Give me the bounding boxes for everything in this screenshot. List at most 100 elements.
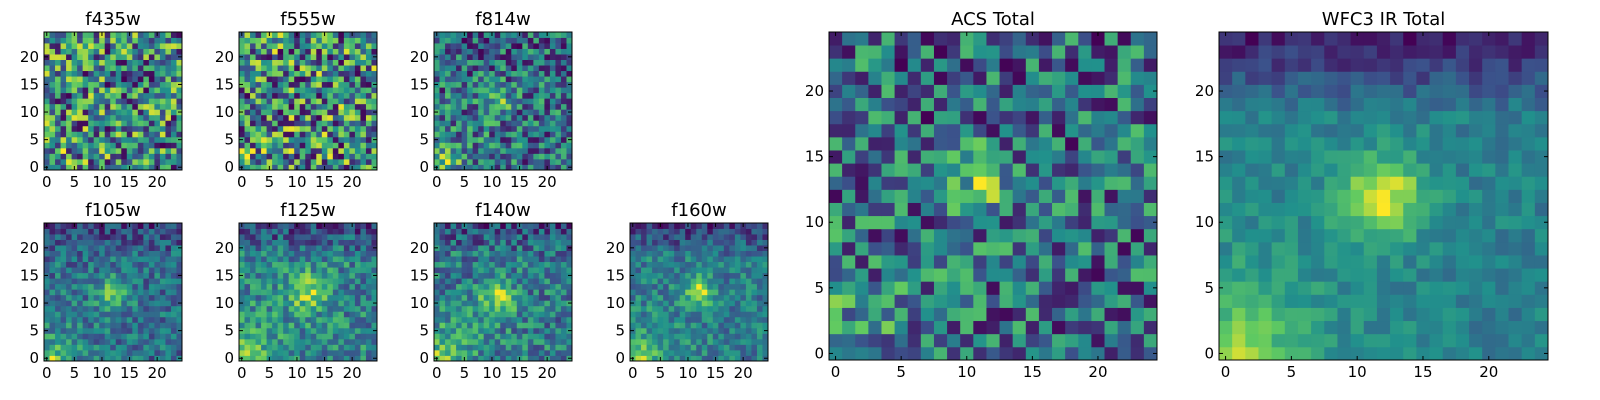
heatmap-cell: [674, 250, 681, 257]
heatmap-cell: [549, 59, 556, 66]
heatmap-cell: [261, 65, 267, 72]
heatmap-cell: [751, 327, 758, 334]
heatmap-cell: [316, 239, 323, 246]
heatmap-cell: [500, 283, 507, 290]
heatmap-cell: [115, 355, 122, 362]
heatmap-cell: [489, 120, 496, 127]
heatmap-cell: [467, 54, 474, 60]
heatmap-cell: [544, 109, 551, 116]
heatmap-cell: [321, 153, 328, 160]
heatmap-cell: [657, 261, 664, 268]
heatmap-cell: [527, 234, 534, 240]
heatmap-cell: [360, 114, 367, 121]
heatmap-cell: [560, 294, 567, 301]
f555w-title: f555w: [280, 9, 335, 30]
heatmap-cell: [143, 294, 150, 301]
heatmap-cell: [165, 32, 172, 38]
y-tick-label: 20: [410, 48, 429, 66]
heatmap-cell: [1012, 228, 1027, 243]
heatmap-cell: [82, 245, 89, 251]
heatmap-cell: [544, 278, 551, 285]
heatmap-cell: [294, 261, 301, 268]
heatmap-cell: [456, 125, 462, 132]
heatmap-cell: [338, 294, 345, 301]
heatmap-cell: [71, 234, 78, 240]
heatmap-cell: [99, 272, 106, 279]
heatmap-cell: [445, 349, 451, 356]
heatmap-cell: [842, 255, 856, 269]
heatmap-cell: [472, 54, 479, 60]
heatmap-cell: [511, 70, 518, 77]
heatmap-cell: [505, 305, 512, 312]
heatmap-cell: [310, 103, 317, 110]
heatmap-cell: [505, 43, 512, 49]
y-tick-label: 5: [419, 131, 429, 149]
heatmap-cell: [250, 327, 256, 334]
heatmap-cell: [343, 239, 350, 246]
heatmap-cell: [349, 250, 356, 257]
heatmap-cell: [1012, 255, 1027, 269]
x-tick-label: 10: [287, 364, 306, 382]
heatmap-cell: [288, 256, 295, 263]
heatmap-cell: [365, 131, 372, 138]
heatmap-cell: [456, 70, 462, 77]
heatmap-cell: [244, 76, 251, 83]
heatmap-cell: [283, 344, 290, 351]
heatmap-cell: [907, 281, 922, 295]
heatmap-cell: [66, 272, 72, 279]
heatmap-cell: [49, 81, 56, 88]
heatmap-cell: [505, 355, 512, 362]
heatmap-cell: [148, 278, 155, 285]
x-tick-label: 15: [120, 173, 139, 191]
heatmap-cell: [99, 59, 106, 66]
heatmap-cell: [445, 261, 451, 268]
y-tick-label: 15: [606, 266, 625, 284]
heatmap-cell: [533, 142, 540, 149]
heatmap-cell: [555, 256, 562, 263]
heatmap-cell: [126, 81, 133, 88]
heatmap-cell: [354, 305, 361, 312]
heatmap-cell: [685, 228, 692, 235]
heatmap-cell: [516, 283, 523, 290]
heatmap-cell: [1065, 241, 1079, 256]
heatmap-cell: [549, 158, 556, 165]
heatmap-cell: [652, 223, 658, 229]
heatmap-cell: [93, 349, 100, 356]
heatmap-cell: [555, 234, 562, 240]
heatmap-cell: [729, 267, 736, 274]
heatmap-cell: [533, 333, 540, 340]
heatmap-cell: [165, 164, 172, 171]
heatmap-cell: [170, 294, 177, 301]
heatmap-cell: [494, 98, 501, 105]
heatmap-cell: [71, 267, 78, 274]
heatmap-cell: [143, 300, 150, 307]
heatmap-cell: [365, 267, 372, 274]
heatmap-cell: [250, 316, 256, 323]
heatmap-cell: [261, 98, 267, 105]
heatmap-cell: [121, 300, 128, 307]
heatmap-cell: [104, 278, 111, 285]
heatmap-cell: [159, 239, 166, 246]
heatmap-cell: [472, 234, 479, 240]
heatmap-cell: [500, 228, 507, 235]
heatmap-cell: [505, 234, 512, 240]
heatmap-cell: [283, 250, 290, 257]
heatmap-cell: [327, 228, 334, 235]
heatmap-cell: [439, 261, 446, 268]
heatmap-cell: [88, 245, 95, 251]
heatmap-cell: [93, 54, 100, 60]
heatmap-cell: [690, 338, 697, 345]
heatmap-cell: [527, 272, 534, 279]
heatmap-cell: [489, 250, 496, 257]
heatmap-cell: [310, 81, 317, 88]
heatmap-cell: [456, 250, 462, 257]
heatmap-cell: [494, 87, 501, 94]
heatmap-cell: [505, 294, 512, 301]
heatmap-cell: [756, 245, 763, 251]
heatmap-cell: [170, 256, 177, 263]
heatmap-cell: [250, 114, 256, 121]
heatmap-cell: [255, 228, 262, 235]
heatmap-cell: [349, 305, 356, 312]
heatmap-cell: [327, 70, 334, 77]
heatmap-cell: [272, 32, 279, 38]
